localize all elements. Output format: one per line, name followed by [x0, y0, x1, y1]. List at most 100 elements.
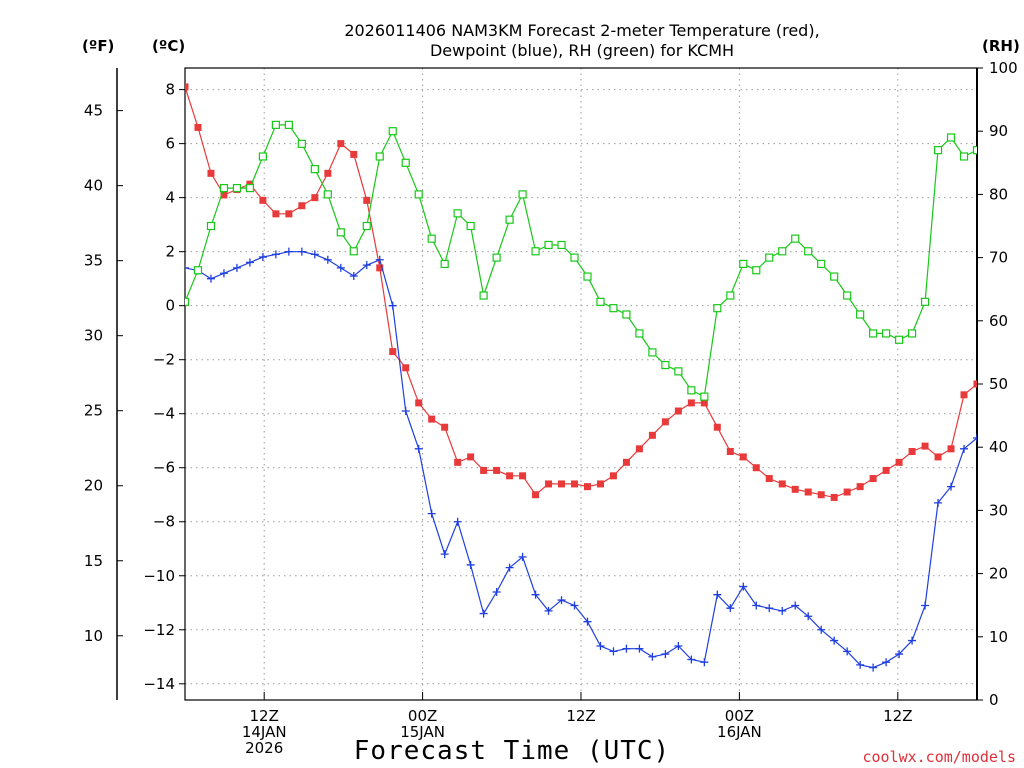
x-tick-label: 12Z	[566, 707, 595, 725]
dewpoint-point	[778, 606, 787, 615]
x-tick-label: 12Z	[250, 707, 279, 725]
dewpoint-point	[284, 247, 293, 256]
fahrenheit-tick-label: 45	[84, 102, 103, 120]
celsius-tick-label: −12	[143, 621, 175, 639]
rh-point	[557, 240, 566, 250]
rh-point	[544, 240, 553, 250]
rh-point	[622, 310, 631, 319]
temperature-point	[622, 458, 630, 466]
dewpoint-point	[661, 650, 670, 659]
temperature-point	[817, 491, 825, 499]
temperature-point	[765, 475, 773, 483]
dewpoint-point	[570, 601, 579, 610]
temperature-point	[207, 169, 215, 177]
dewpoint-point	[245, 258, 254, 267]
dewpoint-point	[817, 625, 826, 634]
rh-tick-label: 80	[989, 185, 1008, 203]
temperature-point	[895, 458, 903, 466]
rh-point	[362, 221, 371, 231]
rh-point	[648, 348, 657, 357]
rh-point	[219, 183, 229, 193]
rh-point	[739, 259, 748, 269]
credit-link[interactable]: coolwx.com/models	[862, 748, 1016, 766]
celsius-tick-label: −4	[153, 405, 175, 423]
temperature-point	[259, 196, 267, 204]
temperature-point	[804, 488, 812, 496]
temperature-point	[609, 472, 617, 480]
rh-tick-label: 0	[989, 691, 999, 709]
temperature-point	[700, 399, 708, 407]
rh-point	[375, 152, 384, 161]
rh-point	[765, 253, 774, 262]
temperature-point	[324, 169, 332, 177]
temperature-point	[376, 264, 384, 272]
dewpoint-point	[505, 563, 514, 572]
celsius-tick-label: 2	[165, 243, 175, 261]
dewpoint-point	[804, 612, 813, 621]
dewpoint-point	[856, 660, 865, 669]
dewpoint-point	[700, 658, 709, 667]
temperature-point	[532, 491, 540, 499]
rh-point	[185, 297, 190, 306]
dewpoint-point	[544, 606, 553, 615]
rh-point	[700, 392, 709, 401]
temperature-point	[908, 448, 916, 456]
celsius-tick-label: −2	[153, 351, 175, 369]
temperature-point	[480, 466, 488, 474]
rh-point	[271, 120, 280, 129]
dewpoint-point	[791, 601, 800, 610]
fahrenheit-tick-label: 20	[84, 477, 103, 495]
dewpoint-point	[895, 650, 904, 659]
dewpoint-point	[921, 601, 930, 610]
rh-point	[907, 329, 917, 338]
rh-unit-label: (RH)	[982, 37, 1020, 55]
rh-point	[972, 146, 977, 155]
temperature-point	[947, 445, 955, 453]
rh-point	[609, 304, 618, 313]
rh-point	[661, 360, 670, 370]
rh-point	[310, 165, 319, 174]
rh-point	[193, 266, 203, 275]
temperature-point	[687, 399, 695, 407]
dewpoint-point	[752, 601, 761, 610]
dewpoint-point	[869, 663, 878, 672]
temperature-point	[545, 480, 553, 488]
fahrenheit-tick-label: 40	[84, 177, 103, 195]
rh-point	[843, 291, 852, 300]
fahrenheit-tick-label: 35	[84, 252, 103, 270]
temperature-point	[934, 453, 942, 461]
dewpoint-point	[492, 587, 501, 596]
series-dewpoint	[185, 247, 977, 672]
temperature-point	[921, 442, 929, 450]
dewpoint-point	[674, 641, 683, 650]
dewpoint-point	[635, 644, 644, 653]
fahrenheit-tick-label: 30	[84, 327, 103, 345]
temperature-point	[220, 191, 228, 199]
x-tick-label: 2026	[245, 739, 283, 757]
temperature-point	[830, 493, 838, 501]
rh-point	[427, 234, 436, 243]
rh-point	[817, 259, 826, 269]
rh-point	[959, 152, 969, 161]
dewpoint-point	[687, 655, 696, 664]
temperature-point	[778, 480, 786, 488]
rh-point	[830, 272, 839, 281]
dewpoint-point	[466, 560, 475, 569]
dewpoint-point	[648, 652, 657, 661]
celsius-tick-label: 4	[165, 189, 175, 207]
dewpoint-point	[479, 609, 488, 618]
axes	[116, 67, 983, 701]
dewpoint-point	[185, 263, 189, 272]
rh-tick-label: 40	[989, 438, 1008, 456]
rh-point	[323, 190, 332, 199]
temperature-point	[726, 448, 734, 456]
rh-point	[882, 329, 891, 338]
rh-point	[791, 234, 800, 243]
dewpoint-point	[349, 271, 358, 280]
rh-point	[284, 120, 293, 129]
temperature-point	[960, 391, 968, 399]
dewpoint-point	[310, 250, 319, 259]
rh-point	[933, 146, 943, 155]
rh-point	[414, 190, 423, 199]
